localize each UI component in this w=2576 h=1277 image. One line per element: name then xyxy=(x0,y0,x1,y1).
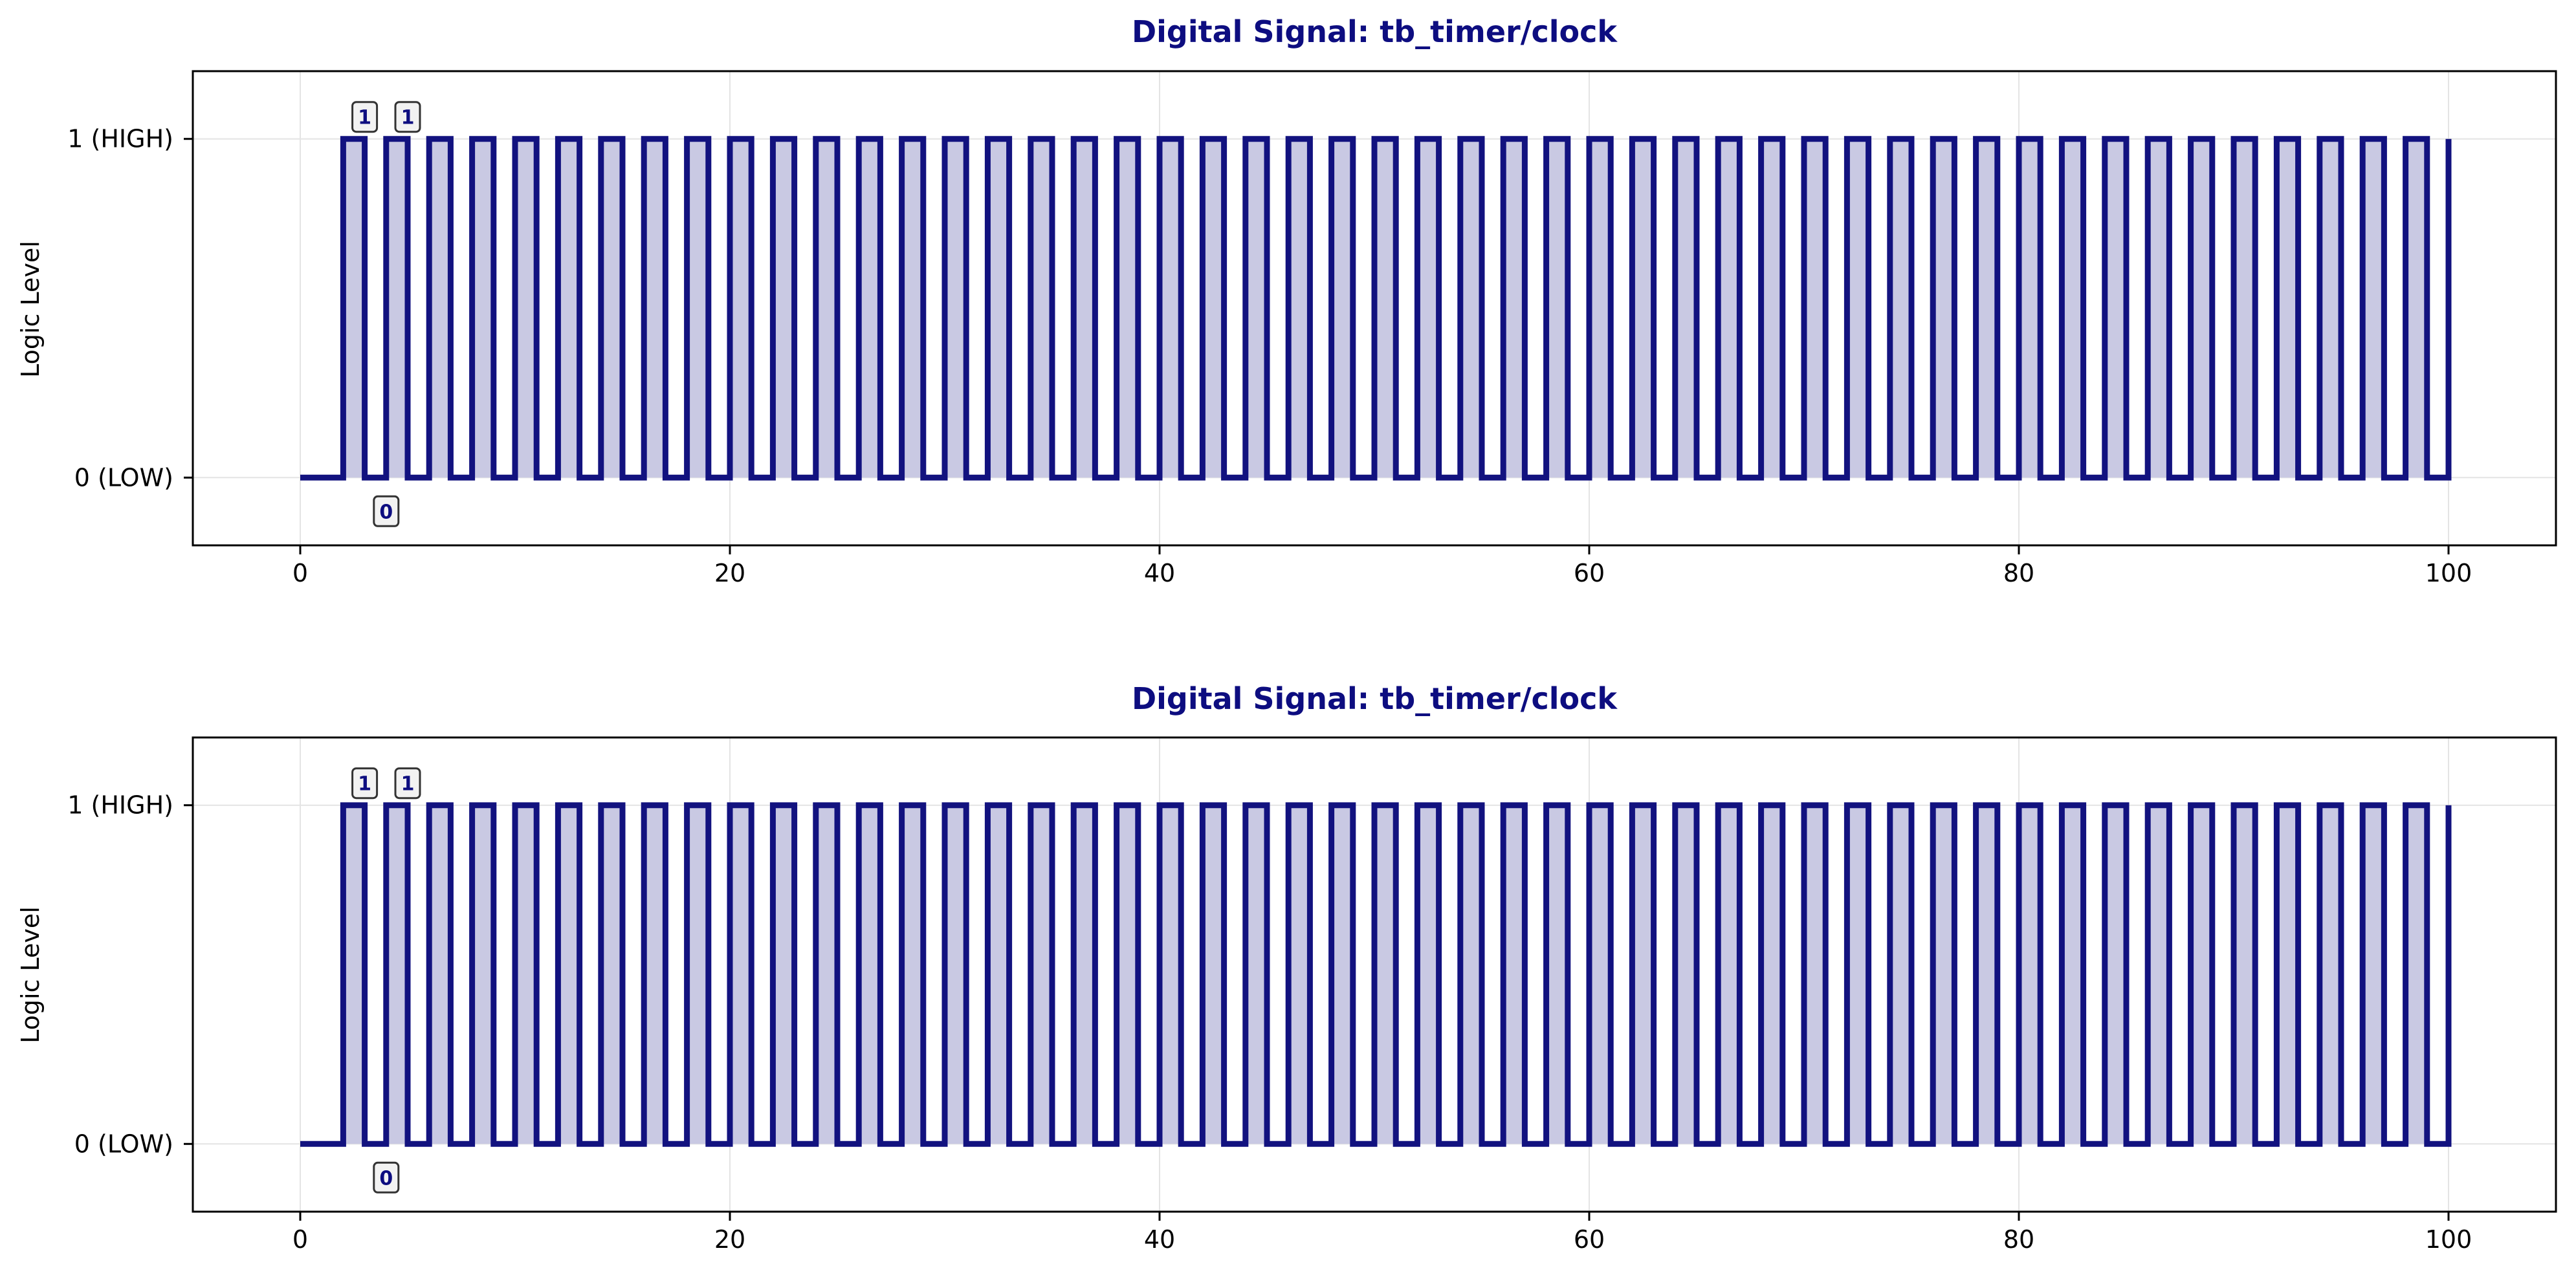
annotation-text: 1 xyxy=(401,107,415,129)
chart-title: Digital Signal: tb_timer/clock xyxy=(1132,681,1618,716)
annotation-box xyxy=(351,101,379,133)
annotation-text: 1 xyxy=(358,107,371,129)
signal-step-line xyxy=(300,802,2452,1147)
annotation-box xyxy=(373,1161,400,1194)
x-tick-label: 80 xyxy=(2003,559,2034,587)
y-tick-label: 0 (LOW) xyxy=(74,1130,173,1158)
x-tick-label: 60 xyxy=(1574,1225,1605,1254)
ticks: 0 20 40 60 80 100 0 (LOW) 1 (HIGH) xyxy=(67,791,2472,1254)
value-annotation: 0 xyxy=(373,1161,400,1194)
x-tick-label: 0 xyxy=(292,559,308,587)
y-axis-label: Logic Level xyxy=(16,906,45,1043)
signal-step-line xyxy=(300,136,2452,481)
annotation-box xyxy=(394,767,421,800)
x-tick-label: 0 xyxy=(292,1225,308,1254)
annotation-text: 0 xyxy=(379,501,393,523)
annotation-box xyxy=(373,495,400,527)
x-tick-label: 100 xyxy=(2425,559,2472,587)
y-axis-label: Logic Level xyxy=(16,241,45,378)
plot-area xyxy=(300,802,2452,1147)
chart-title: Digital Signal: tb_timer/clock xyxy=(1132,14,1618,49)
x-tick-label: 40 xyxy=(1144,559,1175,587)
value-annotation: 0 xyxy=(373,495,400,527)
x-tick-label: 20 xyxy=(714,1225,745,1254)
axes-frame xyxy=(192,736,2557,1213)
ticks: 0 20 40 60 80 100 0 (LOW) 1 (HIGH) xyxy=(67,125,2472,587)
signal-panel-top: Digital Signal: tb_timer/clock Logic Lev… xyxy=(16,14,2557,587)
value-annotation: 1 xyxy=(351,101,379,133)
x-tick-label: 80 xyxy=(2003,1225,2034,1254)
x-tick-label: 60 xyxy=(1574,559,1605,587)
x-tick-label: 40 xyxy=(1144,1225,1175,1254)
annotation-box xyxy=(394,101,421,133)
y-tick-label: 1 (HIGH) xyxy=(67,791,173,820)
y-tick-label: 1 (HIGH) xyxy=(67,125,173,153)
annotations: 1 0 1 xyxy=(351,767,421,1194)
annotation-text: 0 xyxy=(379,1167,393,1190)
value-annotation: 1 xyxy=(394,101,421,133)
annotation-text: 1 xyxy=(358,773,371,796)
annotation-text: 1 xyxy=(401,773,415,796)
value-annotation: 1 xyxy=(351,767,379,800)
value-annotation: 1 xyxy=(394,767,421,800)
annotation-box xyxy=(351,767,379,800)
y-tick-label: 0 (LOW) xyxy=(74,463,173,492)
plot-area xyxy=(300,136,2452,481)
signal-panel-bottom: Digital Signal: tb_timer/clock Logic Lev… xyxy=(16,681,2557,1254)
annotations: 1 0 1 xyxy=(351,101,421,527)
x-tick-label: 100 xyxy=(2425,1225,2472,1254)
axes-frame xyxy=(192,70,2557,547)
x-tick-label: 20 xyxy=(714,559,745,587)
